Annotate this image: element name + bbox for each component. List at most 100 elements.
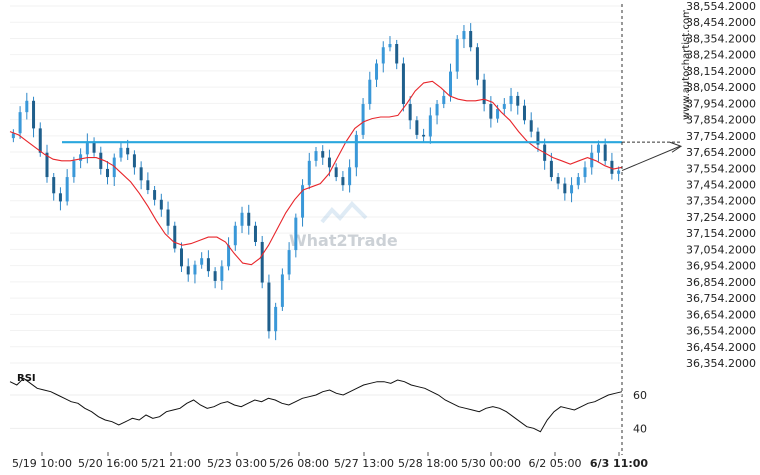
candle-body xyxy=(18,112,22,134)
candle-body xyxy=(274,306,278,332)
price-tick-label: 37,754.2000 xyxy=(686,130,756,143)
candle-body xyxy=(348,167,352,186)
candle-body xyxy=(522,105,526,121)
candle-body xyxy=(549,160,553,178)
source-label: www.autochartist.com xyxy=(681,10,692,120)
candle-body xyxy=(206,258,210,272)
watermark-text: What2Trade xyxy=(289,231,398,250)
candle-body xyxy=(455,39,459,72)
candle-body xyxy=(475,47,479,80)
candle-body xyxy=(596,144,600,153)
time-tick-label: 5/30 00:00 xyxy=(461,457,521,470)
candle-body xyxy=(509,95,513,105)
time-tick-label: 5/20 16:00 xyxy=(78,457,138,470)
candle-body xyxy=(52,177,56,194)
candle-body xyxy=(435,104,439,116)
candle-body xyxy=(321,151,325,158)
projection-arrowhead xyxy=(669,141,683,153)
candle-body xyxy=(106,168,110,178)
candle-body xyxy=(146,180,150,191)
time-tick-label: 5/19 10:00 xyxy=(12,457,72,470)
candle-body xyxy=(38,128,42,153)
candle-body xyxy=(213,271,217,281)
price-tick-label: 36,754.2000 xyxy=(686,292,756,305)
price-axis: 38,554.2000 38,454.2000 38,354.2000 38,254.… xyxy=(686,0,756,370)
candle-body xyxy=(200,258,204,265)
candle-body xyxy=(307,160,311,186)
watermark-logo xyxy=(320,201,368,224)
candle-body xyxy=(395,44,399,64)
candle-body xyxy=(253,225,257,242)
candle-body xyxy=(388,44,392,48)
candle-body xyxy=(489,104,493,119)
levels xyxy=(62,4,683,455)
candle-body xyxy=(442,95,446,105)
candle-body xyxy=(166,209,170,226)
candle-body xyxy=(45,152,49,178)
candle-body xyxy=(422,134,426,137)
candle-body xyxy=(25,100,29,113)
candle-body xyxy=(449,71,453,96)
moving-average-line xyxy=(9,80,623,266)
candle-body xyxy=(79,154,83,161)
candle-body xyxy=(126,147,130,155)
candle-body xyxy=(368,79,372,105)
candle-body xyxy=(469,31,473,48)
price-tick-label: 38,154.2000 xyxy=(686,65,756,78)
price-tick-label: 37,254.2000 xyxy=(686,211,756,224)
price-tick-label: 36,654.2000 xyxy=(686,308,756,321)
candle-body xyxy=(361,104,365,135)
price-tick-label: 37,954.2000 xyxy=(686,97,756,110)
candle-body xyxy=(65,177,69,202)
candle-body xyxy=(482,79,486,105)
candle-body xyxy=(610,160,614,174)
candle-body xyxy=(408,104,412,121)
rsi-line xyxy=(9,377,623,433)
time-tick-label: 5/28 18:00 xyxy=(398,457,458,470)
price-tick-label: 37,554.2000 xyxy=(686,162,756,175)
candle-body xyxy=(375,63,379,80)
candle-body xyxy=(314,151,318,161)
candle-body xyxy=(583,167,587,178)
candle-body xyxy=(563,183,567,194)
price-tick-label: 37,354.2000 xyxy=(686,195,756,208)
time-tick-label: 5/26 08:00 xyxy=(269,457,329,470)
candle-body xyxy=(401,63,405,105)
price-tick-label: 38,354.2000 xyxy=(686,32,756,45)
price-tick-label: 37,654.2000 xyxy=(686,146,756,159)
candle-body xyxy=(516,95,520,106)
candle-body xyxy=(179,248,183,267)
candle-body xyxy=(99,152,103,169)
candle-body xyxy=(159,199,163,210)
candle-body xyxy=(496,108,500,119)
candle-body xyxy=(132,154,136,168)
candle-body xyxy=(193,264,197,275)
candle-body xyxy=(570,185,574,194)
candle-body xyxy=(227,245,231,267)
time-axis: 5/19 10:00 5/20 16:00 5/21 21:00 5/23 03:00… xyxy=(12,452,648,470)
candle-body xyxy=(173,225,177,249)
candle-body xyxy=(536,131,540,145)
candle-body xyxy=(260,241,264,283)
watermark-zigzag xyxy=(320,201,368,224)
time-tick-label: 5/23 03:00 xyxy=(207,457,267,470)
candle-body xyxy=(502,104,506,109)
candle-body xyxy=(85,141,89,155)
projection-arrow xyxy=(621,145,681,172)
candle-body xyxy=(58,193,62,202)
candle-body xyxy=(267,282,271,332)
candle-body xyxy=(186,266,190,275)
price-tick-label: 38,454.2000 xyxy=(686,16,756,29)
candle-body xyxy=(247,212,251,226)
candle-body xyxy=(32,100,36,129)
price-tick-label: 36,554.2000 xyxy=(686,325,756,338)
candle-body xyxy=(381,47,385,64)
time-tick-label: 5/21 21:00 xyxy=(141,457,201,470)
price-tick-label: 38,254.2000 xyxy=(686,49,756,62)
candle-body xyxy=(233,225,237,246)
candle-body xyxy=(287,250,291,275)
candle-body xyxy=(341,177,345,186)
candle-body xyxy=(153,190,157,200)
